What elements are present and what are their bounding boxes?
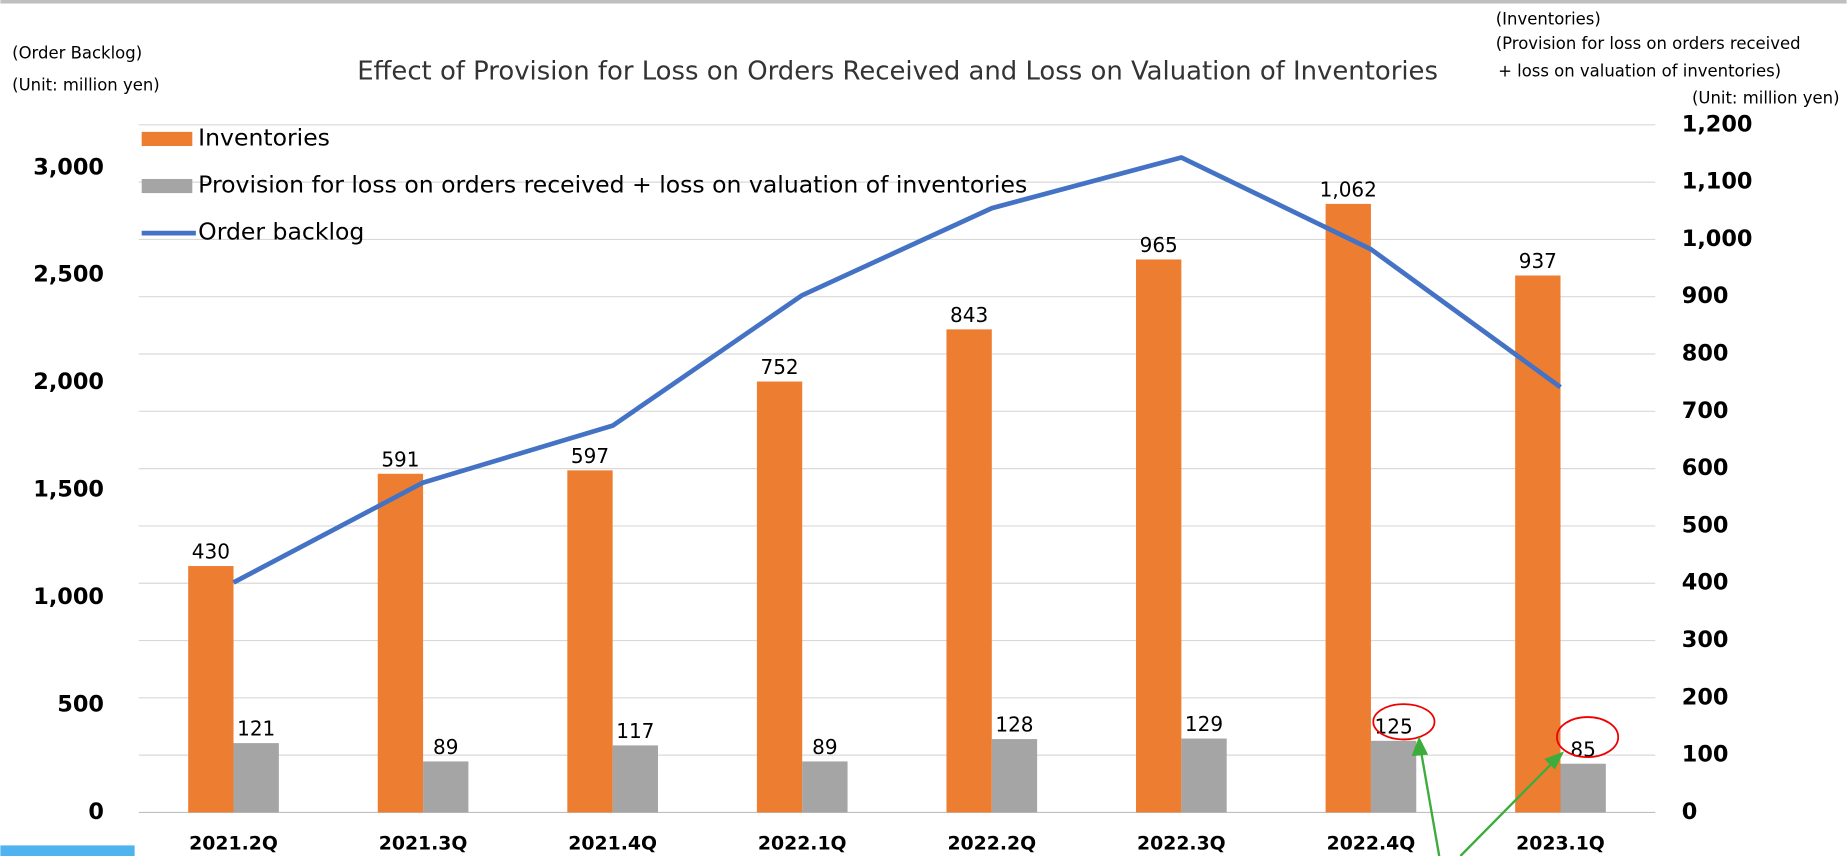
y2-tick-label: 300 — [1682, 627, 1729, 653]
y-tick-label: 0 — [88, 799, 104, 825]
data-label: 89 — [433, 735, 458, 759]
y-tick-label: 500 — [57, 691, 104, 717]
y-tick-label: 1,500 — [33, 477, 104, 503]
highlight-circle — [1556, 716, 1620, 758]
data-label: 965 — [1140, 233, 1178, 257]
x-tick-label: 2021.4Q — [568, 834, 657, 855]
bar — [991, 739, 1038, 813]
bar — [1515, 275, 1561, 813]
data-label: 597 — [571, 444, 609, 468]
legend-label: Provision for loss on orders received + … — [198, 171, 1027, 199]
arrows — [1411, 736, 1565, 856]
y2-tick-label: 700 — [1682, 398, 1729, 424]
legend-swatch — [141, 178, 193, 194]
bar — [1325, 203, 1371, 813]
x-tick-label: 2021.3Q — [379, 834, 468, 855]
bar — [567, 470, 613, 813]
y2-tick-label: 0 — [1682, 799, 1698, 825]
data-label: 117 — [616, 719, 654, 743]
data-label: 121 — [237, 717, 275, 741]
y2-tick-label: 1,200 — [1682, 111, 1753, 137]
highlight-circle — [1372, 703, 1436, 741]
data-label: 128 — [995, 713, 1033, 737]
data-label: 937 — [1519, 249, 1557, 273]
y-tick-label: 2,500 — [33, 262, 104, 288]
y2-tick-label: 900 — [1682, 283, 1729, 309]
plot: 0 500 1,000 1,500 2,000 2,500 3,000 0 100 200 300 4… — [33, 111, 1752, 854]
x-tick-label: 2022.4Q — [1327, 834, 1416, 855]
x-tick-label: 2022.2Q — [947, 834, 1036, 855]
y2-tick-label: 400 — [1682, 570, 1729, 596]
y2-tick-label: 1,100 — [1682, 169, 1753, 195]
y-tick-label: 1,000 — [33, 584, 104, 610]
y2-tick-label: 100 — [1682, 742, 1729, 768]
data-label: 430 — [192, 540, 230, 564]
legend-swatch — [141, 131, 193, 147]
data-label: 591 — [381, 447, 419, 471]
data-label: 1,062 — [1320, 177, 1377, 201]
y2-tick-label: 600 — [1682, 455, 1729, 481]
x-tick-label: 2021.2Q — [189, 834, 278, 855]
data-label: 129 — [1185, 712, 1223, 736]
x-tick-label: 2023.1Q — [1516, 834, 1605, 855]
bar — [1181, 738, 1227, 813]
bar — [1370, 740, 1417, 813]
y-axis-label: (Unit: million yen) — [12, 75, 160, 94]
bar — [423, 761, 469, 813]
bar — [802, 761, 848, 813]
y2-tick-label: 800 — [1682, 341, 1729, 367]
chart-title: Effect of Provision for Loss on Orders R… — [357, 56, 1438, 86]
y2-tick-label: 200 — [1682, 684, 1729, 710]
data-label: 125 — [1374, 714, 1412, 738]
data-label: 89 — [812, 735, 837, 759]
legend-label: Order backlog — [198, 218, 364, 246]
bar — [1136, 259, 1182, 813]
y-tick-label: 2,000 — [33, 369, 104, 395]
y2-axis-label: (Inventories) — [1496, 10, 1601, 29]
bar — [756, 381, 803, 813]
y-axis-label: (Order Backlog) — [12, 44, 142, 63]
x-tick-label: 2022.3Q — [1137, 834, 1226, 855]
line — [232, 155, 1562, 585]
y-tick-label: 3,000 — [33, 154, 104, 180]
y2-axis-label: (Unit: million yen) — [1692, 88, 1840, 107]
bar — [233, 743, 279, 813]
bar — [1560, 763, 1606, 813]
data-label: 843 — [950, 303, 988, 327]
y2-axis-label: + loss on valuation of inventories) — [1498, 61, 1781, 80]
data-label: 752 — [760, 355, 798, 379]
ui-strip — [0, 845, 135, 856]
x-tick-label: 2022.1Q — [758, 834, 847, 855]
bar — [377, 473, 424, 813]
bar — [612, 745, 658, 813]
y2-axis-label: (Provision for loss on orders received — [1496, 34, 1801, 53]
y2-tick-label: 500 — [1682, 512, 1729, 538]
bar — [188, 566, 234, 813]
bar — [946, 329, 992, 813]
legend-label: Inventories — [198, 123, 330, 151]
y2-tick-label: 1,000 — [1682, 226, 1753, 252]
top-border — [0, 0, 1847, 4]
